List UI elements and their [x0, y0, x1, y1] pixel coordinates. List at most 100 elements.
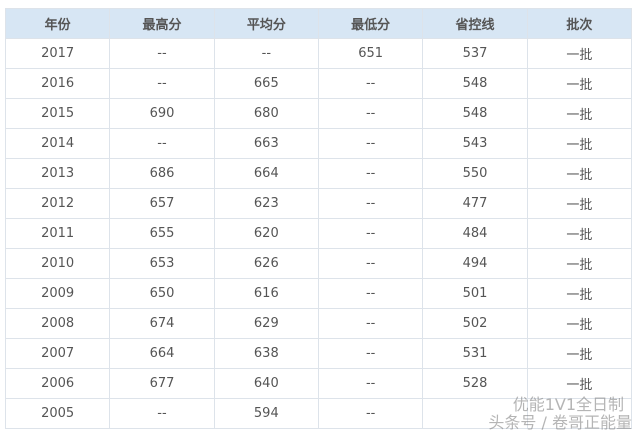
- table-row: 2009 650 616 -- 501 一批: [4, 278, 633, 309]
- table-row: 2011 655 620 -- 484 一批: [4, 218, 633, 249]
- table-cell: 638: [213, 338, 319, 369]
- table-cell: [526, 398, 633, 429]
- table-row: 2017 -- -- 651 537 一批: [4, 38, 633, 69]
- table-cell: 一批: [526, 158, 633, 189]
- table-cell: --: [317, 338, 424, 369]
- table-cell: 2012: [4, 188, 111, 219]
- table-cell: 477: [422, 188, 528, 219]
- watermark: 优能1V1全日制 头条号 / 卷哥正能量: [488, 396, 632, 432]
- table-cell: 677: [109, 368, 215, 399]
- table-cell: 686: [109, 158, 215, 189]
- table-cell: 一批: [526, 248, 633, 279]
- table-cell: 2013: [4, 158, 111, 189]
- table-cell: --: [317, 248, 424, 279]
- table-cell: 674: [109, 308, 215, 339]
- table-row: 2010 653 626 -- 494 一批: [4, 248, 633, 279]
- table-cell: 一批: [526, 218, 633, 249]
- table-cell: --: [109, 398, 215, 429]
- table-row: 2013 686 664 -- 550 一批: [4, 158, 633, 189]
- table-cell: 653: [109, 248, 215, 279]
- table-cell: --: [317, 98, 424, 129]
- column-header: 批次: [526, 8, 633, 39]
- column-header: 年份: [4, 8, 111, 39]
- table-cell: --: [317, 368, 424, 399]
- table-cell: 657: [109, 188, 215, 219]
- table-cell: 一批: [526, 308, 633, 339]
- table-cell: --: [317, 188, 424, 219]
- table-cell: 543: [422, 128, 528, 159]
- table-cell: 一批: [526, 68, 633, 99]
- column-header: 最高分: [109, 8, 215, 39]
- table-cell: 2007: [4, 338, 111, 369]
- watermark-line1: 优能1V1全日制: [512, 395, 624, 414]
- table-cell: --: [317, 308, 424, 339]
- table-cell: 594: [213, 398, 319, 429]
- table-cell: 2005: [4, 398, 111, 429]
- table-cell: 528: [422, 368, 528, 399]
- table-cell: 484: [422, 218, 528, 249]
- table-cell: 一批: [526, 128, 633, 159]
- table-cell: --: [317, 278, 424, 309]
- table-cell: 494: [422, 248, 528, 279]
- table-row: 2007 664 638 -- 531 一批: [4, 338, 633, 369]
- table-cell: 690: [109, 98, 215, 129]
- table-cell: --: [109, 38, 215, 69]
- column-header: 平均分: [213, 8, 319, 39]
- table-cell: 2017: [4, 38, 111, 69]
- table-cell: 651: [317, 38, 424, 69]
- table-cell: 2015: [4, 98, 111, 129]
- table-cell: 2011: [4, 218, 111, 249]
- table-cell: 一批: [526, 188, 633, 219]
- table-cell: 663: [213, 128, 319, 159]
- column-header: 最低分: [317, 8, 424, 39]
- table-cell: 620: [213, 218, 319, 249]
- table-cell: 550: [422, 158, 528, 189]
- table-row: 2012 657 623 -- 477 一批: [4, 188, 633, 219]
- table-cell: 665: [213, 68, 319, 99]
- table-cell: --: [317, 128, 424, 159]
- table-row: 2006 677 640 -- 528 一批: [4, 368, 633, 399]
- table-row: 2015 690 680 -- 548 一批: [4, 98, 633, 129]
- table-cell: 一批: [526, 368, 633, 399]
- table-cell: --: [317, 218, 424, 249]
- table-cell: 一批: [526, 38, 633, 69]
- table-cell: 501: [422, 278, 528, 309]
- table-cell: 一批: [526, 98, 633, 129]
- table-cell: 664: [213, 158, 319, 189]
- table-cell: 一批: [526, 278, 633, 309]
- table-row: 2016 -- 665 -- 548 一批: [4, 68, 633, 99]
- table-cell: 650: [109, 278, 215, 309]
- table-cell: 680: [213, 98, 319, 129]
- table-cell: 548: [422, 98, 528, 129]
- table-cell: --: [213, 38, 319, 69]
- column-header: 省控线: [422, 8, 528, 39]
- table-cell: 664: [109, 338, 215, 369]
- table-cell: --: [317, 68, 424, 99]
- watermark-line2: 头条号 / 卷哥正能量: [488, 413, 632, 432]
- table-cell: 629: [213, 308, 319, 339]
- table-cell: 2010: [4, 248, 111, 279]
- table-cell: 2014: [4, 128, 111, 159]
- table-cell: 2009: [4, 278, 111, 309]
- table-header-row: 年份 最高分 平均分 最低分 省控线 批次: [4, 8, 633, 39]
- table-cell: --: [317, 398, 424, 429]
- table-cell: 623: [213, 188, 319, 219]
- table-cell: 531: [422, 338, 528, 369]
- table-cell: 一批: [526, 338, 633, 369]
- table-row: 2014 -- 663 -- 543 一批: [4, 128, 633, 159]
- table-cell: --: [109, 128, 215, 159]
- table-cell: 537: [422, 38, 528, 69]
- table-cell: 640: [213, 368, 319, 399]
- table-cell: 2006: [4, 368, 111, 399]
- table-cell: 548: [422, 68, 528, 99]
- table-row: 2008 674 629 -- 502 一批: [4, 308, 633, 339]
- table-cell: 2016: [4, 68, 111, 99]
- table-cell: --: [317, 158, 424, 189]
- table-cell: 2008: [4, 308, 111, 339]
- table-cell: --: [109, 68, 215, 99]
- table-cell: 616: [213, 278, 319, 309]
- table-row: 2005 -- 594 --: [4, 398, 633, 429]
- score-table: 年份 最高分 平均分 最低分 省控线 批次 2017 -- -- 651 537 一批 2016 -- 6…: [4, 8, 633, 429]
- table-cell: 655: [109, 218, 215, 249]
- table-cell: 626: [213, 248, 319, 279]
